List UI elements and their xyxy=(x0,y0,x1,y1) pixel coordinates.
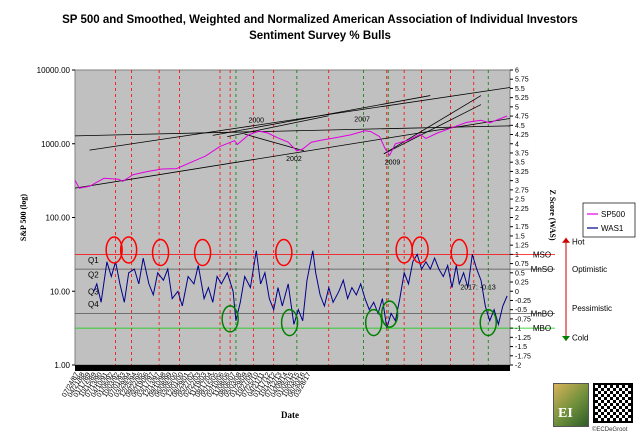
down-arrow-icon xyxy=(562,336,570,342)
right-tick-label: 4.25 xyxy=(515,132,529,139)
right-tick-label: 1.5 xyxy=(515,233,525,240)
quartile-label: Q4 xyxy=(88,300,99,309)
right-tick-label: 0.25 xyxy=(515,280,529,287)
right-tick-label: 3 xyxy=(515,178,519,185)
right-tick-label: 3.5 xyxy=(515,160,525,167)
trendline xyxy=(212,95,431,136)
right-tick-label: 5.25 xyxy=(515,95,529,102)
right-tick-label: 2.25 xyxy=(515,206,529,213)
annotation: 2000 xyxy=(248,117,264,124)
zone-label: MBO xyxy=(533,324,551,333)
right-tick-label: 2.75 xyxy=(515,187,529,194)
right-tick-label: 2.5 xyxy=(515,197,525,204)
right-tick-label: 5 xyxy=(515,104,519,111)
green-circle xyxy=(364,308,383,337)
left-tick-label: 1000.00 xyxy=(41,140,70,149)
right-tick-label: 0.5 xyxy=(515,270,525,277)
trendline xyxy=(74,125,511,137)
red-circle xyxy=(151,238,170,267)
zone-label: MnBO xyxy=(531,309,554,318)
right-tick-label: -1.25 xyxy=(515,335,531,342)
green-circle xyxy=(221,305,239,333)
right-tick-label: -1.5 xyxy=(515,344,527,351)
right-tick-label: 4.5 xyxy=(515,123,525,130)
right-tick-label: 4.75 xyxy=(515,114,529,121)
right-tick-label: 1 xyxy=(515,252,519,259)
regime-label: Pessimistic xyxy=(572,304,612,313)
right-tick-label: 1.75 xyxy=(515,224,529,231)
red-circle xyxy=(411,236,429,264)
trendline xyxy=(89,87,511,151)
zone-label: MSO xyxy=(533,250,551,259)
series-line-was1 xyxy=(93,250,508,329)
red-circle xyxy=(450,238,468,267)
legend-label: WAS1 xyxy=(601,224,624,233)
right-tick-label: -2 xyxy=(515,363,521,370)
trendline xyxy=(74,118,511,189)
right-tick-label: -1 xyxy=(515,326,521,333)
right-tick-label: 3.75 xyxy=(515,150,529,157)
right-tick-label: -0.75 xyxy=(515,316,531,323)
quartile-label: Q3 xyxy=(88,287,99,296)
right-tick-label: 5.5 xyxy=(515,86,525,93)
series-line-sp500 xyxy=(74,115,508,189)
right-axis-label: Z Score (WAS) xyxy=(548,190,557,241)
ei-logo: EI xyxy=(553,383,589,427)
regime-label: Cold xyxy=(572,333,588,342)
right-tick-label: -0.5 xyxy=(515,307,527,314)
red-circle xyxy=(105,236,123,264)
left-axis-label: S&P 500 (log) xyxy=(19,194,28,241)
quartile-label: Q1 xyxy=(88,256,99,265)
right-tick-label: -1.75 xyxy=(515,353,531,360)
qr-code-icon xyxy=(593,383,633,423)
trendline xyxy=(383,95,482,155)
left-tick-label: 10000.00 xyxy=(37,66,71,75)
red-circle xyxy=(193,238,212,267)
green-circle xyxy=(380,300,399,328)
legend-label: SP500 xyxy=(601,210,626,219)
right-tick-label: 1.25 xyxy=(515,243,529,250)
right-tick-label: 0.75 xyxy=(515,261,529,268)
annotation: 2017: -0.13 xyxy=(460,284,496,291)
left-tick-label: 100.00 xyxy=(46,214,71,223)
trendline xyxy=(383,104,482,155)
annotation: 2009 xyxy=(385,160,401,167)
right-tick-label: 2 xyxy=(515,215,519,222)
right-tick-label: 4 xyxy=(515,141,519,148)
zone-label: MnSO xyxy=(531,265,554,274)
credit-text: ©ECDeGroot xyxy=(592,427,628,433)
quartile-label: Q2 xyxy=(88,271,99,280)
annotation: 2002 xyxy=(286,156,302,163)
plot-area xyxy=(74,69,511,366)
regime-label: Optimistic xyxy=(572,265,607,274)
annotation: 2007 xyxy=(354,117,370,124)
red-circle xyxy=(119,236,138,264)
right-tick-label: -0.25 xyxy=(515,298,531,305)
trendline xyxy=(227,115,329,137)
right-tick-label: 3.25 xyxy=(515,169,529,176)
green-circle xyxy=(280,308,299,337)
left-tick-label: 10.00 xyxy=(50,287,71,296)
right-tick-label: 0 xyxy=(515,289,519,296)
green-circle xyxy=(479,308,497,337)
chart-subtitle: Sentiment Survey % Bulls xyxy=(249,30,391,42)
legend-box xyxy=(582,202,636,238)
up-arrow-icon xyxy=(562,237,570,243)
red-circle xyxy=(275,238,293,267)
right-tick-label: 5.75 xyxy=(515,77,529,84)
regime-label: Hot xyxy=(572,237,585,246)
x-axis-bar xyxy=(75,365,510,371)
logo-text: EI xyxy=(558,406,573,421)
x-axis-label: Date xyxy=(281,410,299,420)
chart-title: SP 500 and Smoothed, Weighted and Normal… xyxy=(62,14,578,26)
left-tick-label: 1.00 xyxy=(54,361,70,370)
right-tick-label: 6 xyxy=(515,68,519,75)
